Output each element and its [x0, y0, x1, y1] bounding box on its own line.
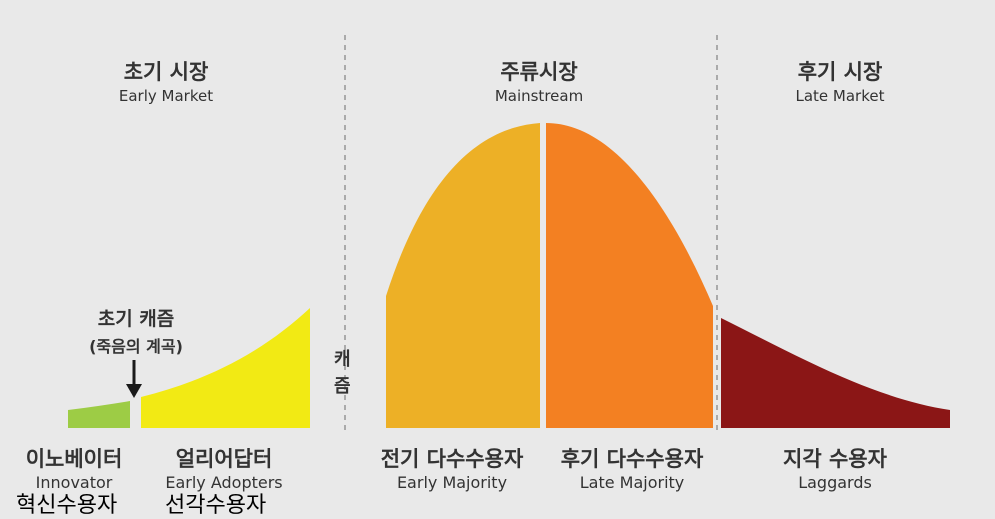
chasm-subtitle: (죽음의 계곡) — [89, 337, 183, 356]
chasm-vertical-bottom: 즘 — [334, 376, 351, 397]
segment-sublabel-innovator: Innovator — [35, 473, 113, 492]
market-subtitle-late: Late Market — [795, 87, 885, 105]
segment-label-laggards: 지각 수용자 — [783, 447, 887, 471]
segment-sublabel-early-majority: Early Majority — [396, 473, 508, 492]
chasm-vertical-top: 캐 — [334, 349, 351, 370]
innovator-area — [68, 401, 130, 428]
late-majority-area — [546, 123, 713, 428]
chasm-title: 초기 캐즘 — [97, 308, 175, 330]
market-title-mainstream: 주류시장 — [500, 60, 578, 84]
segment-label-early-majority: 전기 다수수용자 — [380, 447, 524, 471]
segment-label-innovator: 이노베이터 — [25, 447, 123, 471]
segment-sublabel-laggards: Laggards — [798, 473, 872, 492]
chasm-arrow-head — [126, 384, 142, 398]
segment-label-late-majority: 후기 다수수용자 — [560, 447, 704, 471]
segment-sublabel-late-majority: Late Majority — [579, 473, 685, 492]
early-adopters-area — [141, 308, 310, 428]
bottom-label-innovator: 혁신수용자 — [16, 493, 118, 518]
segment-label-early-adopters: 얼리어답터 — [175, 447, 273, 471]
market-title-late: 후기 시장 — [797, 60, 883, 84]
laggards-area — [721, 318, 950, 428]
bottom-label-early-adopter: 선각수용자 — [165, 493, 267, 518]
segment-sublabel-early-adopters: Early Adopters — [165, 473, 283, 492]
market-subtitle-mainstream: Mainstream — [494, 87, 584, 105]
market-subtitle-early: Early Market — [118, 87, 214, 105]
early-majority-area — [386, 123, 540, 428]
market-title-early: 초기 시장 — [123, 60, 209, 84]
